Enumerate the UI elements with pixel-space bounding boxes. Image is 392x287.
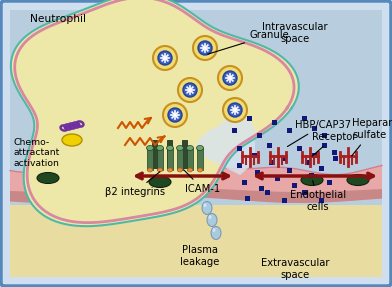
Text: Plasma
leakage: Plasma leakage bbox=[180, 245, 220, 267]
Circle shape bbox=[153, 46, 177, 70]
Polygon shape bbox=[10, 161, 382, 203]
Ellipse shape bbox=[147, 146, 154, 150]
Bar bbox=[332, 150, 338, 154]
Bar bbox=[167, 148, 173, 170]
Bar bbox=[305, 160, 310, 164]
Bar bbox=[147, 148, 153, 170]
Ellipse shape bbox=[187, 146, 194, 150]
Bar bbox=[258, 133, 263, 137]
Bar bbox=[283, 156, 287, 160]
Bar bbox=[298, 146, 303, 150]
Bar bbox=[267, 143, 272, 148]
Ellipse shape bbox=[301, 174, 323, 185]
Bar bbox=[243, 179, 247, 185]
Bar bbox=[292, 183, 298, 187]
Text: Neutrophil: Neutrophil bbox=[30, 14, 86, 24]
Bar bbox=[327, 179, 332, 185]
Ellipse shape bbox=[207, 214, 217, 226]
Circle shape bbox=[228, 103, 242, 117]
Bar bbox=[312, 125, 318, 131]
Text: HBP/CAP37: HBP/CAP37 bbox=[287, 120, 351, 147]
Bar bbox=[287, 127, 292, 133]
Text: Intravascular
space: Intravascular space bbox=[262, 22, 328, 44]
Bar bbox=[157, 148, 163, 170]
Bar bbox=[303, 189, 307, 195]
Ellipse shape bbox=[202, 201, 212, 214]
Ellipse shape bbox=[158, 168, 163, 172]
Ellipse shape bbox=[176, 146, 183, 150]
Bar bbox=[265, 189, 270, 195]
Text: Extravascular
space: Extravascular space bbox=[261, 258, 329, 280]
Text: ICAM-1: ICAM-1 bbox=[184, 170, 220, 194]
Circle shape bbox=[163, 103, 187, 127]
Ellipse shape bbox=[187, 168, 192, 172]
Bar bbox=[252, 152, 258, 158]
Bar bbox=[323, 133, 327, 137]
Bar bbox=[272, 119, 278, 125]
Text: Receptor: Receptor bbox=[312, 132, 356, 156]
Bar bbox=[287, 168, 292, 172]
Bar bbox=[197, 148, 203, 170]
Bar bbox=[319, 197, 325, 203]
Bar bbox=[238, 162, 243, 168]
Polygon shape bbox=[195, 115, 255, 175]
Ellipse shape bbox=[209, 215, 212, 219]
Ellipse shape bbox=[149, 177, 171, 187]
Bar bbox=[152, 140, 158, 168]
Ellipse shape bbox=[167, 168, 172, 172]
Ellipse shape bbox=[212, 228, 216, 232]
Circle shape bbox=[223, 71, 237, 85]
Text: Chemo-
attractant
activation: Chemo- attractant activation bbox=[14, 138, 60, 168]
Circle shape bbox=[158, 51, 172, 65]
Bar bbox=[319, 166, 325, 170]
Circle shape bbox=[193, 36, 217, 60]
Text: β2 integrins: β2 integrins bbox=[105, 172, 165, 197]
Ellipse shape bbox=[62, 134, 82, 146]
Bar bbox=[310, 172, 314, 177]
Circle shape bbox=[218, 66, 242, 90]
Bar bbox=[187, 148, 193, 170]
Bar bbox=[167, 140, 172, 168]
Bar bbox=[10, 205, 382, 277]
Ellipse shape bbox=[156, 146, 163, 150]
Bar bbox=[260, 185, 265, 191]
Ellipse shape bbox=[198, 168, 203, 172]
Circle shape bbox=[198, 41, 212, 55]
Ellipse shape bbox=[196, 146, 203, 150]
Circle shape bbox=[223, 98, 247, 122]
Ellipse shape bbox=[178, 168, 183, 172]
Bar bbox=[183, 140, 187, 168]
Ellipse shape bbox=[203, 203, 207, 207]
Circle shape bbox=[168, 108, 182, 122]
Bar bbox=[256, 170, 261, 174]
Ellipse shape bbox=[347, 174, 369, 185]
Ellipse shape bbox=[211, 226, 221, 239]
Bar bbox=[177, 148, 183, 170]
Ellipse shape bbox=[147, 168, 152, 172]
Bar bbox=[247, 115, 252, 121]
Bar bbox=[238, 146, 243, 150]
Bar bbox=[232, 127, 238, 133]
Bar bbox=[245, 195, 250, 201]
Bar bbox=[283, 197, 287, 203]
Bar bbox=[303, 115, 307, 121]
Text: Heparan
sulfate: Heparan sulfate bbox=[352, 119, 392, 156]
Bar bbox=[323, 143, 327, 148]
Bar bbox=[276, 175, 281, 181]
Bar bbox=[312, 152, 318, 158]
Text: Endothelial
cells: Endothelial cells bbox=[290, 181, 346, 212]
Text: Granule: Granule bbox=[208, 30, 290, 54]
Circle shape bbox=[183, 83, 197, 97]
Bar bbox=[334, 156, 339, 160]
Circle shape bbox=[178, 78, 202, 102]
Ellipse shape bbox=[37, 172, 59, 183]
Bar bbox=[269, 160, 274, 164]
Polygon shape bbox=[11, 0, 299, 226]
Polygon shape bbox=[10, 188, 382, 203]
Ellipse shape bbox=[167, 146, 174, 150]
